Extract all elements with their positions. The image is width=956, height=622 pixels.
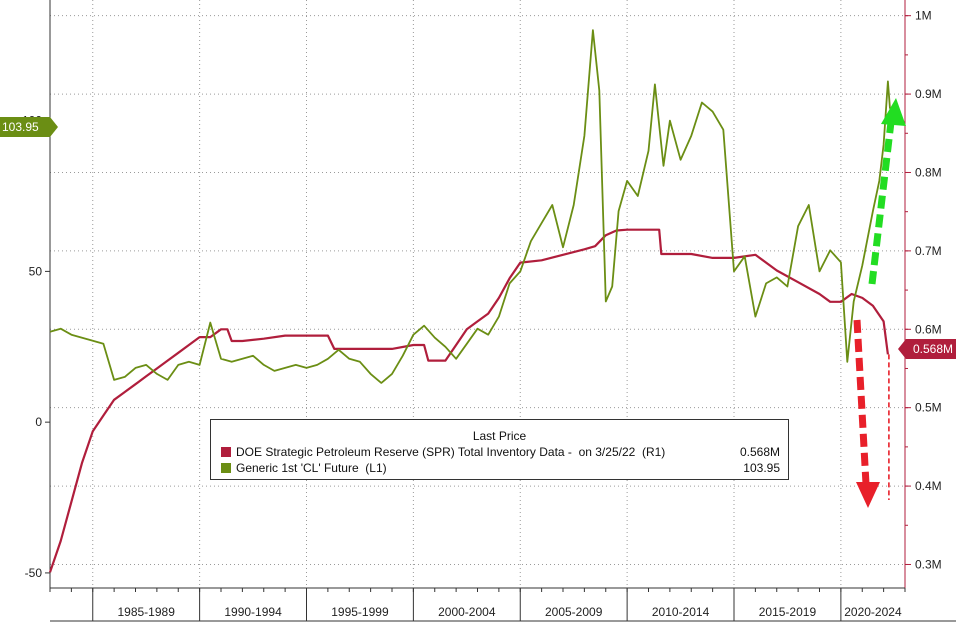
legend-label-spr: DOE Strategic Petroleum Reserve (SPR) To… [236, 445, 666, 459]
annotation-arrows [853, 98, 906, 508]
x-tick-label: 1985-1989 [117, 605, 175, 619]
legend-swatch-spr [221, 447, 231, 457]
right-tick-label: 0.6M [915, 322, 942, 336]
x-tick-label: 2015-2019 [759, 605, 817, 619]
red-down-arrow-shaft [853, 319, 870, 485]
x-tick-label: 2010-2014 [652, 605, 710, 619]
series-lines [48, 29, 891, 573]
gridlines [50, 0, 905, 588]
right-tick-label: 0.8M [915, 165, 942, 179]
left-tick-label: 50 [29, 264, 43, 278]
legend-entry-cl: Generic 1st 'CL' Future (L1) 103.95 [221, 460, 780, 476]
right-axis-ticks: 0.3M 0.4M 0.5M 0.6M 0.7M 0.8M 0.9M 1M [905, 9, 942, 571]
x-tick-label: 1990-1994 [224, 605, 282, 619]
green-up-arrow-head [881, 98, 906, 126]
x-tick-label: 1995-1999 [331, 605, 389, 619]
right-tick-label: 0.7M [915, 244, 942, 258]
right-last-price-badge: 0.568M [906, 339, 956, 359]
legend-label-cl: Generic 1st 'CL' Future (L1) [236, 461, 387, 475]
spr-inventory-line [48, 228, 889, 573]
legend-value-cl: 103.95 [743, 461, 780, 475]
legend-title: Last Price [472, 429, 527, 443]
left-tick-label: -50 [25, 566, 43, 580]
left-last-price-badge-pointer [50, 117, 58, 137]
right-tick-label: 0.5M [915, 401, 942, 415]
x-tick-label: 2000-2004 [438, 605, 496, 619]
legend-value-spr: 0.568M [739, 445, 780, 459]
right-tick-label: 0.4M [915, 479, 942, 493]
axes [49, 0, 956, 622]
left-axis-ticks: -50050100 [22, 114, 50, 580]
legend-swatch-cl [221, 463, 231, 473]
right-tick-label: 0.9M [915, 87, 942, 101]
crude-future-line [49, 29, 891, 384]
right-last-price-badge-pointer [898, 339, 906, 359]
x-axis-ticks: 1985-1989 1990-1994 1995-1999 2000-2004 2005… [49, 588, 906, 621]
left-tick-label: 0 [35, 415, 42, 429]
green-up-arrow-shaft [868, 121, 895, 285]
x-tick-label: 2005-2009 [545, 605, 603, 619]
right-tick-label: 1M [915, 9, 932, 23]
x-tick-label: 2020-2024 [844, 605, 902, 619]
left-last-price-badge: 103.95 [0, 117, 50, 137]
legend-entry-spr: DOE Strategic Petroleum Reserve (SPR) To… [221, 444, 780, 460]
right-tick-label: 0.3M [915, 557, 942, 571]
red-down-arrow-head [856, 482, 880, 508]
legend: Last Price DOE Strategic Petroleum Reser… [210, 419, 789, 480]
